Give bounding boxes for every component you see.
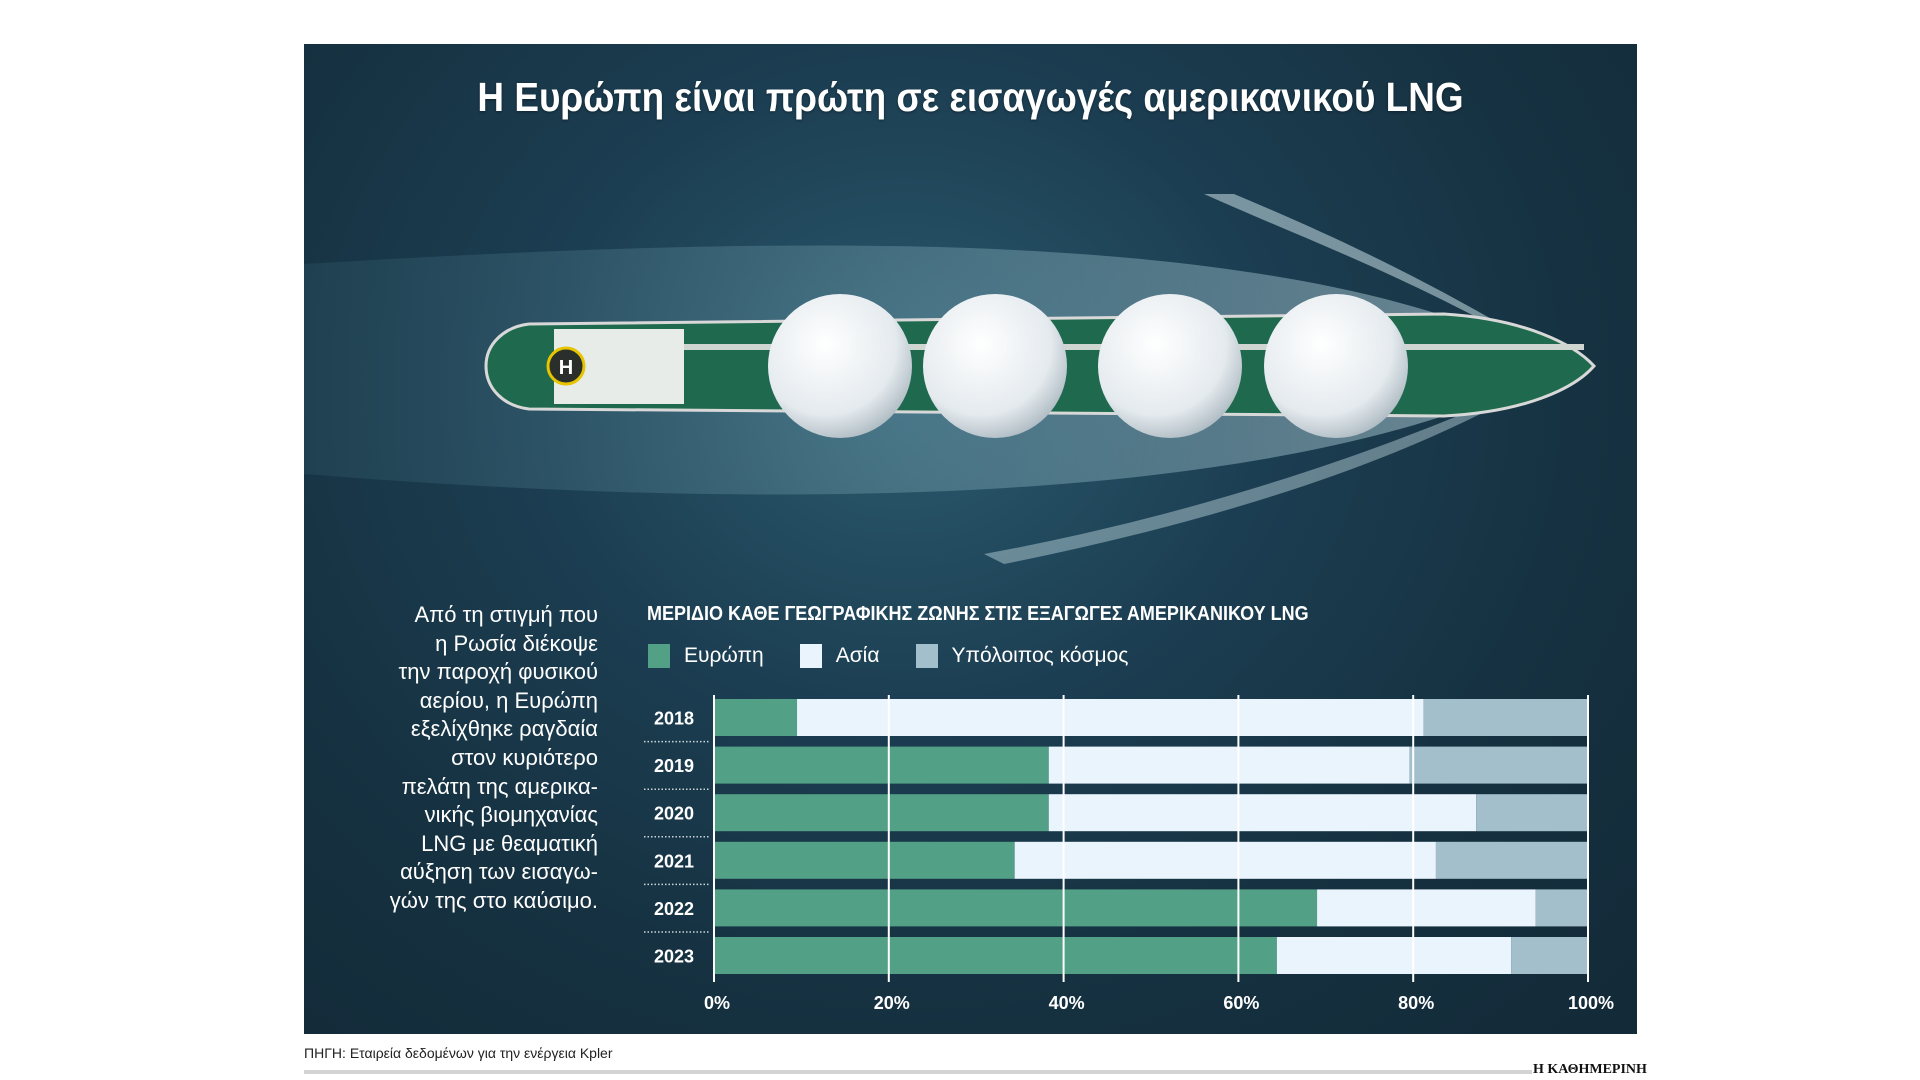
side-text-line: εξελίχθηκε ραγδαία: [410, 716, 598, 742]
infographic-title: Η Ευρώπη είναι πρώτη σε εισαγωγές αμερικ…: [477, 74, 1464, 120]
legend-label: Υπόλοιπος κόσμος: [951, 644, 1129, 667]
chart-title: ΜΕΡΙΔΙΟ ΚΑΘΕ ΓΕΩΓΡΑΦΙΚΗΣ ΖΩΝΗΣ ΣΤΙΣ ΕΞΑΓ…: [647, 603, 1309, 625]
source-note: ΠΗΓΗ: Εταιρεία δεδομένων για την ενέργει…: [304, 1045, 613, 1061]
x-tick-label: 40%: [1049, 993, 1085, 1013]
legend-label: Ασία: [835, 644, 880, 667]
stacked-bar-chart: 2018 2019 2020 2021 2022 2023 0% 20% 40% 60% 80% 10…: [644, 695, 1614, 1013]
year-label: 2019: [654, 756, 694, 776]
bar-segment-europe-2022: [714, 889, 1318, 927]
side-text-line: την παροχή φυσικού: [398, 659, 598, 685]
bar-segment-asia-2022: [1317, 889, 1536, 927]
x-tick-label: 100%: [1568, 993, 1614, 1013]
side-text-line: νικής βιομηχανίας: [424, 802, 598, 828]
bar-segment-europe-2021: [714, 841, 1015, 879]
bar-segment-rest-2023: [1511, 937, 1588, 974]
side-text-line: αερίου, η Ευρώπη: [419, 687, 598, 713]
bar-segment-asia-2019: [1048, 746, 1410, 784]
year-label: 2023: [654, 947, 694, 967]
legend-item-europe: Ευρώπη: [648, 644, 764, 668]
side-text-line: γών της στο καύσιμο.: [389, 887, 598, 913]
side-text-line: πελάτη της αμερικα-: [401, 773, 598, 799]
bar-segment-asia-2021: [1014, 841, 1436, 879]
bar-segment-europe-2018: [714, 699, 798, 736]
footer-rule: [304, 1070, 1532, 1074]
year-label: 2020: [654, 804, 694, 824]
year-label: 2022: [654, 899, 694, 919]
legend-item-asia: Ασία: [799, 644, 880, 668]
legend-swatch: [915, 644, 938, 668]
legend-swatch: [648, 644, 670, 668]
bar-segment-europe-2020: [714, 794, 1049, 832]
infographic-panel: H Η Ευρώπη είναι πρώτη σε εισαγωγές αμερ…: [304, 44, 1637, 1034]
bar-segment-rest-2022: [1535, 889, 1588, 927]
bar-segment-asia-2020: [1048, 794, 1477, 832]
bar-segment-rest-2020: [1476, 794, 1588, 832]
svg-text:H: H: [559, 357, 573, 379]
publisher-logo: Η ΚΑΘΗΜΕΡΙΝΗ: [1533, 1062, 1647, 1077]
x-tick-label: 80%: [1398, 993, 1434, 1013]
bar-segment-europe-2019: [714, 746, 1049, 784]
bar-segment-rest-2018: [1423, 699, 1588, 736]
legend-label: Ευρώπη: [684, 644, 764, 667]
chart-legend: Ευρώπη Ασία Υπόλοιπος κόσμος: [648, 644, 1128, 668]
side-text-line: αύξηση των εισαγω-: [400, 859, 598, 885]
year-label: 2018: [654, 709, 694, 729]
bar-segment-rest-2021: [1435, 841, 1588, 879]
bar-segment-asia-2018: [797, 699, 1424, 736]
legend-item-rest: Υπόλοιπος κόσμος: [915, 644, 1129, 668]
side-text-line: η Ρωσία διέκοψε: [435, 630, 598, 656]
bar-segment-europe-2023: [714, 937, 1277, 974]
bar-segment-asia-2023: [1276, 937, 1512, 974]
x-tick-label: 60%: [1223, 993, 1259, 1013]
side-description: Από τη στιγμή που η Ρωσία διέκοψε την πα…: [324, 601, 598, 916]
lng-tanker-photo: H: [304, 194, 1597, 564]
x-tick-label: 20%: [874, 993, 910, 1013]
side-text-line: LNG με θεαματική: [421, 830, 598, 856]
side-text-line: στον κυριότερο: [451, 744, 598, 770]
side-text-line: Από τη στιγμή που: [414, 602, 598, 627]
bar-segment-rest-2019: [1409, 746, 1588, 784]
legend-swatch: [799, 644, 822, 668]
x-tick-label: 0%: [704, 993, 730, 1013]
year-label: 2021: [654, 851, 694, 871]
